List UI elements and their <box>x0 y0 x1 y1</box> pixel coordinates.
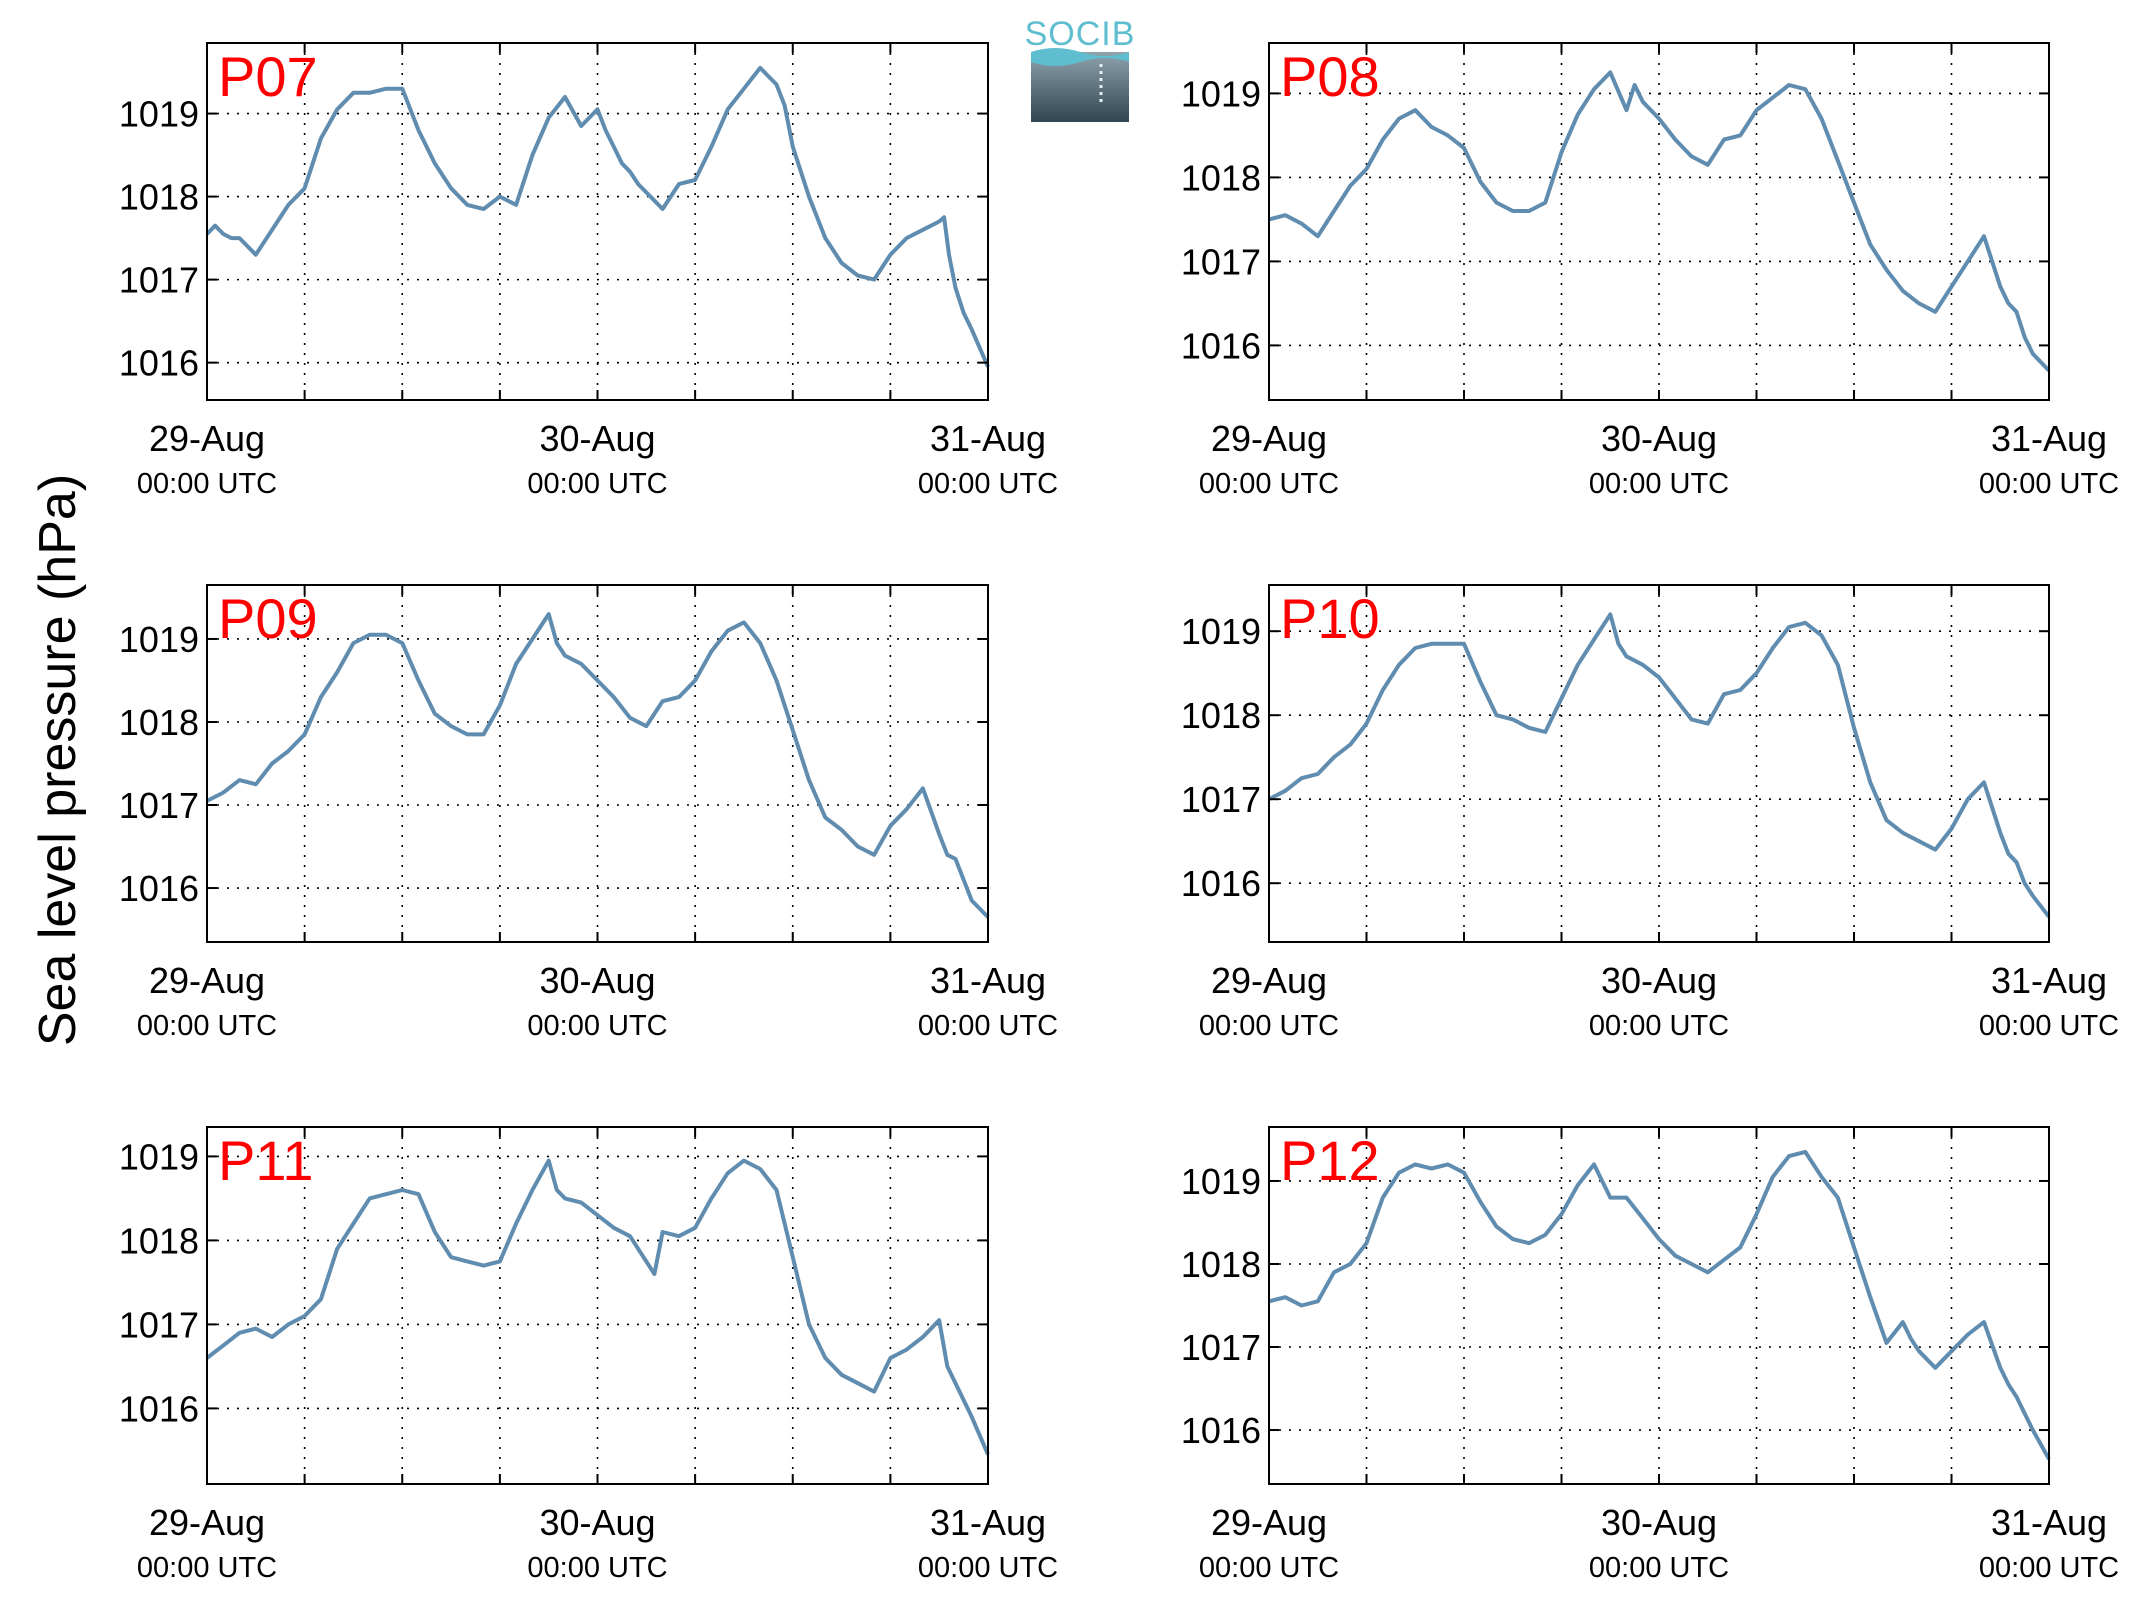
x-tick-label-date: 31-Aug <box>1991 960 2107 1001</box>
x-tick-label-time: 00:00 UTC <box>137 1552 277 1584</box>
x-tick-label-time: 00:00 UTC <box>918 1552 1058 1584</box>
x-tick-label-date: 30-Aug <box>539 960 655 1001</box>
series-line <box>206 612 990 919</box>
y-tick-label: 1019 <box>119 94 199 135</box>
y-tick-label: 1016 <box>119 1388 199 1429</box>
panel-title: P07 <box>218 45 318 108</box>
y-tick-label: 1019 <box>119 1136 199 1177</box>
x-tick-label-date: 29-Aug <box>1211 960 1327 1001</box>
y-tick-label: 1017 <box>119 260 199 301</box>
x-tick-label-time: 00:00 UTC <box>137 1010 277 1042</box>
axes-frame <box>206 42 989 401</box>
x-tick-label-date: 31-Aug <box>930 1502 1046 1543</box>
y-tick-label: 1018 <box>119 177 199 218</box>
chart-panel-p07: 1016 1017 1018 1019 29-Aug 00:00 UTC 30-Aug 00:… <box>119 42 1058 500</box>
x-tick-label-time: 00:00 UTC <box>527 1010 667 1042</box>
x-tick-label-date: 31-Aug <box>930 418 1046 459</box>
x-tick-label-date: 30-Aug <box>539 1502 655 1543</box>
x-tick-label-date: 29-Aug <box>149 418 265 459</box>
axes-frame <box>1268 42 2050 401</box>
y-tick-label: 1016 <box>1181 325 1261 366</box>
socib-logo: SOCIB <box>1025 15 1136 122</box>
x-tick-label-time: 00:00 UTC <box>1979 468 2119 500</box>
x-tick-label-date: 30-Aug <box>539 418 655 459</box>
panel-title: P09 <box>218 587 318 650</box>
logo-text: SOCIB <box>1025 15 1136 53</box>
y-tick-label: 1016 <box>1181 863 1261 904</box>
y-tick-label: 1019 <box>1181 73 1261 114</box>
y-tick-label: 1017 <box>1181 1327 1261 1368</box>
y-tick-label: 1016 <box>1181 1410 1261 1451</box>
x-tick-label-time: 00:00 UTC <box>1979 1010 2119 1042</box>
panel-title: P11 <box>218 1129 313 1192</box>
x-tick-label-time: 00:00 UTC <box>1199 1552 1339 1584</box>
y-tick-label: 1017 <box>1181 241 1261 282</box>
series-line <box>205 65 990 368</box>
x-tick-label-time: 00:00 UTC <box>918 468 1058 500</box>
y-tick-label: 1019 <box>119 619 199 660</box>
x-tick-label-date: 30-Aug <box>1601 1502 1717 1543</box>
y-tick-label: 1018 <box>119 702 199 743</box>
x-tick-label-date: 31-Aug <box>1991 1502 2107 1543</box>
y-axis-label: Sea level pressure (hPa) <box>29 473 87 1047</box>
axes-frame <box>1268 584 2050 943</box>
y-tick-label: 1016 <box>119 343 199 384</box>
y-tick-label: 1016 <box>119 868 199 909</box>
series-line <box>1268 1149 2051 1461</box>
x-tick-label-time: 00:00 UTC <box>137 468 277 500</box>
x-tick-label-date: 29-Aug <box>1211 1502 1327 1543</box>
x-tick-label-time: 00:00 UTC <box>1199 1010 1339 1042</box>
y-tick-label: 1017 <box>119 785 199 826</box>
x-tick-label-time: 00:00 UTC <box>918 1010 1058 1042</box>
panel-title: P12 <box>1280 1129 1380 1192</box>
x-tick-label-time: 00:00 UTC <box>1199 468 1339 500</box>
x-tick-label-time: 00:00 UTC <box>1589 468 1729 500</box>
y-tick-label: 1018 <box>119 1220 199 1261</box>
x-tick-label-date: 29-Aug <box>1211 418 1327 459</box>
x-tick-label-date: 29-Aug <box>149 1502 265 1543</box>
y-tick-label: 1018 <box>1181 695 1261 736</box>
chart-panel-p08: 1016 1017 1018 1019 29-Aug 00:00 UTC 30-Aug 00:… <box>1181 42 2119 500</box>
x-tick-label-time: 00:00 UTC <box>1589 1010 1729 1042</box>
x-tick-label-time: 00:00 UTC <box>527 468 667 500</box>
x-tick-label-date: 30-Aug <box>1601 960 1717 1001</box>
x-tick-label-date: 29-Aug <box>149 960 265 1001</box>
x-tick-label-time: 00:00 UTC <box>1979 1552 2119 1584</box>
x-tick-label-time: 00:00 UTC <box>527 1552 667 1584</box>
chart-panel-p10: 1016 1017 1018 1019 29-Aug 00:00 UTC 30-Aug 00:… <box>1181 584 2119 1042</box>
panel-title: P10 <box>1280 587 1380 650</box>
panels-group: 1016 1017 1018 1019 29-Aug 00:00 UTC 30-Aug 00:… <box>119 42 2119 1584</box>
y-tick-label: 1019 <box>1181 611 1261 652</box>
x-tick-label-date: 31-Aug <box>930 960 1046 1001</box>
series-line <box>205 1158 990 1456</box>
series-line <box>1268 70 2051 372</box>
x-tick-label-date: 30-Aug <box>1601 418 1717 459</box>
y-tick-label: 1018 <box>1181 1244 1261 1285</box>
panel-title: P08 <box>1280 45 1380 108</box>
y-tick-label: 1017 <box>1181 779 1261 820</box>
y-tick-label: 1018 <box>1181 157 1261 198</box>
y-tick-label: 1019 <box>1181 1161 1261 1202</box>
chart-panel-p11: 1016 1017 1018 1019 29-Aug 00:00 UTC 30-Aug 00:… <box>119 1126 1058 1584</box>
series-line <box>1268 612 2051 919</box>
chart-panel-p12: 1016 1017 1018 1019 29-Aug 00:00 UTC 30-Aug 00:… <box>1181 1126 2119 1584</box>
logo-wave <box>1031 48 1129 66</box>
x-tick-label-date: 31-Aug <box>1991 418 2107 459</box>
chart-panel-p09: 1016 1017 1018 1019 29-Aug 00:00 UTC 30-Aug 00:… <box>119 584 1058 1042</box>
axes-frame <box>206 1126 989 1485</box>
x-tick-label-time: 00:00 UTC <box>1589 1552 1729 1584</box>
y-tick-label: 1017 <box>119 1304 199 1345</box>
